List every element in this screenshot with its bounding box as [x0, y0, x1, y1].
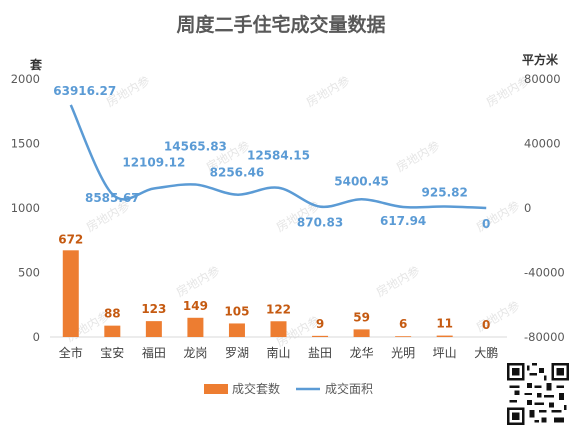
left-axis-ticks: 0 500 1000 1500 2000 [11, 72, 40, 344]
bar [228, 323, 245, 337]
line-value-label: 870.83 [297, 216, 343, 230]
x-tick-label: 光明 [391, 346, 415, 360]
bar [353, 329, 370, 337]
bar-value-label: 59 [353, 310, 370, 324]
bar-value-label: 6 [399, 317, 407, 331]
bar-series [62, 250, 453, 337]
x-tick-label: 龙华 [350, 346, 374, 360]
line-value-label: 0 [482, 217, 490, 231]
x-tick-label: 盐田 [308, 346, 332, 360]
legend-line-label: 成交面积 [325, 381, 373, 396]
watermark-text: 房地内参 [393, 138, 442, 175]
bar-value-label: 88 [104, 307, 121, 321]
left-axis-tick: 500 [18, 266, 40, 280]
bar [312, 335, 329, 337]
bar-data-labels: 672 88 123 149 105 122 9 59 6 11 0 [58, 232, 490, 332]
right-axis-unit: 平方米 [522, 52, 559, 67]
line-value-label: 8585.67 [85, 191, 140, 205]
left-axis-tick: 2000 [11, 72, 40, 86]
line-value-label: 617.94 [380, 214, 426, 228]
bar-value-label: 0 [482, 318, 490, 332]
right-axis-tick: -80000 [524, 330, 565, 344]
left-axis-tick: 1500 [11, 137, 40, 151]
bar-value-label: 105 [224, 304, 249, 318]
bar-value-label: 149 [183, 299, 208, 313]
watermark-text: 房地内参 [473, 198, 522, 235]
bar-value-label: 122 [266, 302, 291, 316]
watermark-text: 房地内参 [473, 298, 522, 335]
watermark-text: 房地内参 [303, 73, 352, 110]
x-tick-label: 坪山 [433, 346, 457, 360]
watermark-text: 房地内参 [373, 263, 422, 300]
right-axis-tick: 80000 [524, 72, 561, 86]
bar-value-label: 9 [316, 317, 324, 331]
legend: 成交套数 成交面积 [204, 381, 373, 396]
x-axis-ticks: 全市 宝安 福田 龙岗 罗湖 南山 盐田 龙华 光明 坪山 大鹏 [59, 345, 498, 360]
bar-value-label: 672 [58, 232, 83, 246]
left-axis-tick: 0 [33, 330, 40, 344]
bar [395, 336, 412, 337]
bar [270, 321, 287, 337]
bar [62, 250, 79, 337]
legend-bar-swatch [204, 384, 228, 394]
left-axis-unit: 套 [29, 57, 43, 72]
x-tick-label: 福田 [142, 345, 166, 360]
line-value-label: 63916.27 [53, 84, 116, 98]
right-axis-tick: -40000 [524, 266, 565, 280]
right-axis-tick: 40000 [524, 137, 561, 151]
x-tick-label: 大鹏 [474, 346, 498, 360]
bar [436, 335, 453, 337]
line-value-label: 8256.46 [210, 166, 265, 180]
x-tick-label: 南山 [266, 345, 290, 360]
line-value-label: 925.82 [422, 186, 468, 200]
x-tick-label: 龙岗 [183, 346, 207, 360]
line-value-label: 5400.45 [334, 174, 389, 188]
qr-code-icon [507, 363, 569, 425]
right-axis-tick: 0 [524, 201, 531, 215]
bar [145, 321, 162, 337]
line-value-label: 14565.83 [164, 140, 227, 154]
area-line-series [69, 104, 487, 210]
left-axis-tick: 1000 [11, 201, 40, 215]
line-value-label: 12109.12 [122, 155, 185, 169]
bar-value-label: 11 [436, 317, 453, 331]
watermark-text: 房地内参 [173, 263, 222, 300]
x-tick-label: 罗湖 [225, 345, 249, 360]
right-axis-ticks: -80000 -40000 0 40000 80000 [524, 72, 565, 344]
bar [187, 317, 204, 337]
legend-bar-label: 成交套数 [232, 381, 280, 396]
chart-title: 周度二手住宅成交量数据 [176, 13, 385, 36]
x-tick-label: 全市 [59, 345, 83, 360]
line-value-label: 12584.15 [247, 149, 310, 163]
x-tick-label: 宝安 [100, 345, 124, 360]
bar [104, 325, 121, 337]
bar-value-label: 123 [141, 302, 166, 316]
